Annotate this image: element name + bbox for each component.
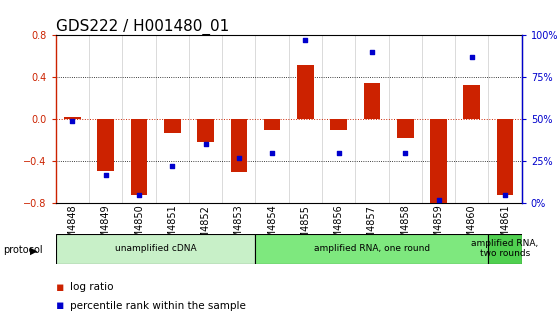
Text: amplified RNA, one round: amplified RNA, one round <box>314 244 430 253</box>
Point <box>268 150 277 156</box>
Point <box>234 155 243 161</box>
Text: ▪: ▪ <box>56 281 64 294</box>
Point <box>68 118 77 124</box>
Point <box>368 49 377 55</box>
Bar <box>297 65 314 119</box>
Bar <box>98 119 114 171</box>
Bar <box>64 117 81 119</box>
Point <box>401 150 410 156</box>
Text: ▪: ▪ <box>56 299 64 312</box>
Bar <box>430 119 447 203</box>
Bar <box>230 119 247 172</box>
Bar <box>164 119 181 133</box>
Bar <box>364 83 381 119</box>
Point <box>501 192 509 198</box>
Text: ▶: ▶ <box>31 245 38 255</box>
Bar <box>488 234 522 264</box>
Point <box>201 142 210 147</box>
Point <box>301 38 310 43</box>
Text: amplified RNA,
two rounds: amplified RNA, two rounds <box>472 239 538 258</box>
Point <box>168 164 177 169</box>
Text: log ratio: log ratio <box>70 282 113 292</box>
Bar <box>264 119 281 130</box>
Bar <box>397 119 413 138</box>
Text: protocol: protocol <box>3 245 42 255</box>
Text: unamplified cDNA: unamplified cDNA <box>115 244 196 253</box>
Bar <box>464 85 480 119</box>
Bar <box>497 119 513 195</box>
Text: GDS222 / H001480_01: GDS222 / H001480_01 <box>56 19 229 35</box>
Bar <box>131 119 147 195</box>
Bar <box>56 234 256 264</box>
Bar <box>330 119 347 130</box>
Bar <box>197 119 214 142</box>
Point <box>101 172 110 177</box>
Point <box>134 192 143 198</box>
Point <box>434 197 443 203</box>
Point <box>334 150 343 156</box>
Point <box>468 54 477 60</box>
Text: percentile rank within the sample: percentile rank within the sample <box>70 301 246 311</box>
Bar <box>256 234 488 264</box>
